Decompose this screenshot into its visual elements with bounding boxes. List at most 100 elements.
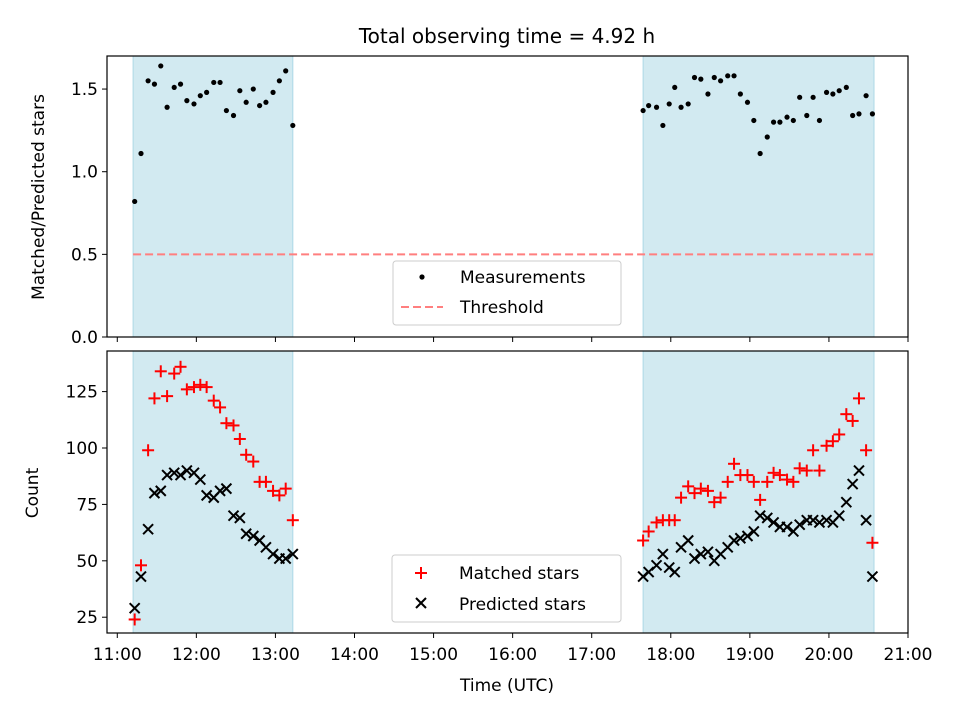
- top-y-ticks: 0.0 0.5 1.0 1.5: [71, 80, 107, 348]
- measurement-point: [283, 68, 288, 73]
- measurement-point: [237, 88, 242, 93]
- bottom-band-0: [133, 351, 293, 633]
- measurement-point: [705, 91, 710, 96]
- measurement-point: [263, 100, 268, 105]
- top-legend: Measurements Threshold: [393, 261, 621, 325]
- measurement-point: [152, 82, 157, 87]
- measurement-point: [654, 105, 659, 110]
- measurement-point: [863, 93, 868, 98]
- bottom-y-axis-label: Count: [23, 467, 43, 518]
- measurement-point: [850, 113, 855, 118]
- figure: Total observing time = 4.92 h 0.0 0.5 1.0 1…: [0, 0, 960, 720]
- measurement-point: [698, 77, 703, 82]
- top-x-ticks: [117, 337, 908, 342]
- x-tick-label: 21:00: [884, 645, 933, 665]
- measurement-point: [678, 105, 683, 110]
- x-tick-label: 16:00: [488, 645, 537, 665]
- measurement-point: [738, 91, 743, 96]
- measurement-point: [198, 93, 203, 98]
- measurement-point: [172, 85, 177, 90]
- ratio-panel: 0.0 0.5 1.0 1.5 Matched/Predicted stars Mea…: [29, 56, 908, 348]
- legend-measurements-label: Measurements: [460, 268, 586, 288]
- measurement-point: [672, 85, 677, 90]
- bottom-band-1: [643, 351, 874, 633]
- top-y-tick-label: 1.5: [71, 80, 98, 100]
- measurement-point: [804, 113, 809, 118]
- x-tick-label: 17:00: [567, 645, 616, 665]
- legend-predicted-label: Predicted stars: [459, 595, 586, 615]
- measurement-point: [745, 100, 750, 105]
- measurement-point: [217, 80, 222, 85]
- bottom-legend: Matched stars Predicted stars: [392, 555, 621, 622]
- measurement-point: [777, 120, 782, 125]
- measurement-point: [204, 90, 209, 95]
- measurement-point: [751, 118, 756, 123]
- measurement-point: [277, 78, 282, 83]
- measurement-point: [158, 63, 163, 68]
- legend-measurement-marker: [419, 274, 424, 279]
- top-y-axis-label: Matched/Predicted stars: [29, 94, 49, 300]
- measurement-point: [244, 100, 249, 105]
- measurement-point: [718, 78, 723, 83]
- x-axis-label: Time (UTC): [459, 676, 554, 696]
- measurement-point: [191, 101, 196, 106]
- bottom-y-tick-label: 75: [76, 495, 98, 515]
- measurement-point: [224, 108, 229, 113]
- measurement-point: [686, 101, 691, 106]
- bottom-y-ticks: 25 50 75 100 125: [66, 383, 107, 629]
- top-y-tick-label: 0.5: [71, 245, 98, 265]
- measurement-point: [692, 75, 697, 80]
- x-tick-label: 19:00: [725, 645, 774, 665]
- measurement-point: [771, 120, 776, 125]
- measurement-point: [184, 98, 189, 103]
- x-tick-label: 12:00: [172, 645, 221, 665]
- measurement-point: [646, 103, 651, 108]
- bottom-y-tick-label: 125: [66, 383, 98, 403]
- top-y-tick-label: 1.0: [71, 163, 98, 183]
- measurement-point: [138, 151, 143, 156]
- bottom-y-tick-label: 100: [66, 439, 98, 459]
- measurement-point: [784, 115, 789, 120]
- measurement-point: [824, 90, 829, 95]
- x-tick-label: 18:00: [646, 645, 695, 665]
- measurement-point: [178, 82, 183, 87]
- x-tick-label: 15:00: [409, 645, 458, 665]
- legend-matched-label: Matched stars: [459, 564, 579, 584]
- x-tick-label: 13:00: [251, 645, 300, 665]
- measurement-point: [731, 73, 736, 78]
- measurement-point: [856, 111, 861, 116]
- bottom-y-tick-label: 25: [76, 608, 98, 628]
- measurement-point: [257, 103, 262, 108]
- measurement-point: [725, 73, 730, 78]
- x-tick-label: 20:00: [804, 645, 853, 665]
- measurement-point: [164, 105, 169, 110]
- measurement-point: [290, 123, 295, 128]
- measurement-point: [830, 91, 835, 96]
- top-band-1: [643, 56, 874, 337]
- x-tick-label: 11:00: [93, 645, 142, 665]
- measurement-point: [211, 80, 216, 85]
- bottom-x-ticks: 11:00 12:00 13:00 14:00 15:00 16:00 17:00 18:00…: [93, 633, 933, 665]
- top-y-tick-label: 0.0: [71, 328, 98, 348]
- bottom-y-tick-label: 50: [76, 552, 98, 572]
- measurement-point: [251, 86, 256, 91]
- measurement-point: [667, 101, 672, 106]
- measurement-point: [641, 108, 646, 113]
- legend-threshold-label: Threshold: [459, 298, 544, 318]
- measurement-point: [844, 85, 849, 90]
- measurement-point: [811, 95, 816, 100]
- chart-title: Total observing time = 4.92 h: [358, 24, 655, 48]
- count-panel: 255075100125 11:00 12:00 13:00 14:00 15:00 16…: [23, 351, 933, 696]
- measurement-point: [758, 151, 763, 156]
- measurement-point: [791, 118, 796, 123]
- measurement-point: [797, 95, 802, 100]
- measurement-point: [870, 111, 875, 116]
- top-band-0: [133, 56, 293, 337]
- measurement-point: [837, 88, 842, 93]
- measurement-point: [765, 134, 770, 139]
- measurement-point: [817, 118, 822, 123]
- measurement-point: [270, 90, 275, 95]
- measurement-point: [712, 75, 717, 80]
- measurement-point: [231, 113, 236, 118]
- measurement-point: [660, 123, 665, 128]
